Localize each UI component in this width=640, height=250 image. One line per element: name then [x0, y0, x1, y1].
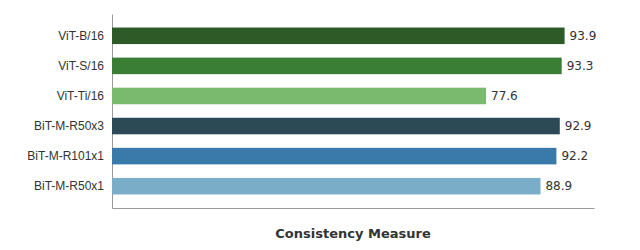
x-axis	[113, 208, 595, 209]
y-tick-label: ViT-S/16	[58, 59, 104, 73]
bar	[112, 28, 565, 45]
chart: ViT-B/16 ViT-S/16 ViT-Ti/16 BiT-M-R50x3 BiT-…	[0, 0, 640, 250]
bars	[112, 28, 565, 195]
bar	[112, 148, 556, 165]
bar	[112, 178, 540, 195]
y-axis: ViT-B/16 ViT-S/16 ViT-Ti/16 BiT-M-R50x3 BiT-…	[27, 15, 112, 209]
plot: ViT-B/16 ViT-S/16 ViT-Ti/16 BiT-M-R50x3 BiT-…	[27, 15, 596, 209]
data-label: 77.6	[491, 89, 518, 103]
y-tick: ViT-S/16	[58, 59, 112, 73]
bar	[112, 58, 562, 75]
y-tick: BiT-M-R50x3	[34, 119, 112, 133]
y-tick-label: BiT-M-R50x3	[34, 119, 104, 133]
data-label: 93.9	[570, 29, 597, 43]
data-label: 93.3	[567, 59, 594, 73]
bar	[112, 88, 486, 105]
y-tick: BiT-M-R101x1	[27, 149, 112, 163]
y-tick: ViT-B/16	[58, 29, 112, 43]
y-tick-label: ViT-B/16	[58, 29, 104, 43]
y-tick-label: BiT-M-R50x1	[34, 179, 104, 193]
x-axis-line	[113, 208, 595, 209]
data-labels: 93.9 93.3 77.6 92.9 92.2 88.9	[491, 29, 596, 193]
data-label: 92.9	[565, 119, 592, 133]
bar	[112, 118, 560, 135]
y-tick-label: ViT-Ti/16	[57, 89, 105, 103]
x-axis-title: Consistency Measure	[275, 226, 431, 241]
y-tick-label: BiT-M-R101x1	[27, 149, 104, 163]
y-tick: BiT-M-R50x1	[34, 179, 112, 193]
y-tick: ViT-Ti/16	[57, 89, 112, 103]
data-label: 92.2	[561, 149, 588, 163]
data-label: 88.9	[545, 179, 572, 193]
